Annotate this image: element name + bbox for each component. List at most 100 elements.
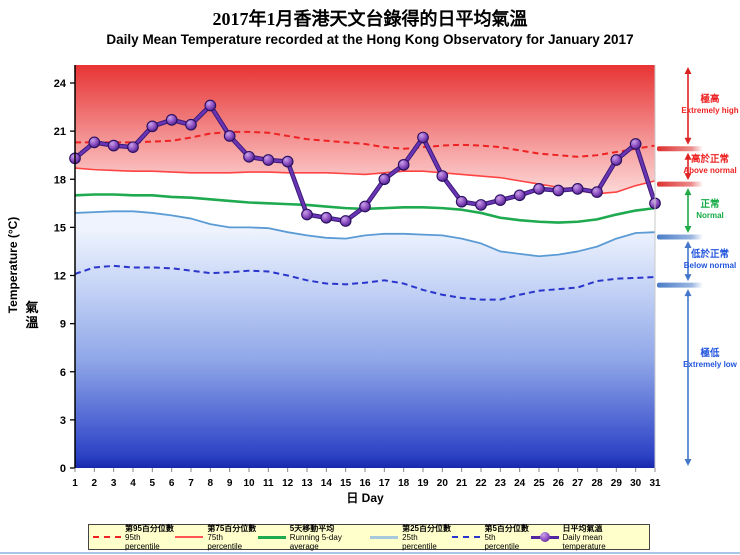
daily-mean-marker <box>591 186 603 198</box>
x-tick-label: 9 <box>227 478 233 489</box>
legend-label-chinese: 第95百分位數 <box>125 523 174 533</box>
daily-mean-marker <box>107 139 120 152</box>
zone-divider-bar <box>657 282 703 288</box>
zone-divider-bar <box>657 181 703 187</box>
y-tick-label: 0 <box>60 463 66 475</box>
legend-label-chinese: 第25百分位數 <box>402 523 451 533</box>
x-tick-label: 19 <box>417 478 429 489</box>
legend-label-english: Running 5-day average <box>289 532 342 551</box>
series-95th-percentile-line <box>75 130 656 158</box>
x-tick-label: 30 <box>630 478 642 489</box>
series-5th-percentile-line <box>74 264 656 301</box>
legend-sample-95th-percentile <box>93 531 121 543</box>
daily-mean-marker <box>494 194 507 206</box>
daily-mean-marker <box>397 158 410 171</box>
x-tick-label: 17 <box>379 478 391 489</box>
x-tick-label: 11 <box>263 478 274 489</box>
daily-mean-marker-sample <box>539 532 550 542</box>
legend-label-english: 5th percentile <box>484 532 520 551</box>
zone-label-chinese: 極高 <box>700 93 720 105</box>
daily-mean-marker <box>185 118 197 131</box>
legend-label-english: 75th percentile <box>207 532 243 551</box>
daily-mean-marker <box>436 170 449 182</box>
zone-range-arrow <box>684 241 692 282</box>
legend-label-chinese: 5天移動平均 <box>289 523 335 533</box>
x-tick-label: 8 <box>208 478 214 489</box>
x-tick-label: 22 <box>475 478 487 489</box>
zone-label-above-normal: 高於正常 Above normal <box>680 154 740 176</box>
zone-range-arrow <box>684 67 692 145</box>
daily-mean-marker <box>339 215 352 227</box>
zone-divider-bar <box>657 146 703 152</box>
page-title-english: Daily Mean Temperature recorded at the H… <box>106 32 634 47</box>
y-axis-label-english: Temperature (°C) <box>6 216 20 314</box>
zone-divider-bar <box>657 234 703 240</box>
legend-item-daily-mean-temperature: 日平均氣溫 Daily mean temperature <box>530 524 645 551</box>
legend-item-95th-percentile: 第95百分位數 95th percentile <box>93 524 175 551</box>
zone-label-english: Normal <box>696 210 724 220</box>
y-tick-label: 9 <box>60 319 66 331</box>
x-tick-label: 29 <box>611 478 623 489</box>
daily-mean-marker <box>610 154 623 166</box>
daily-mean-marker <box>88 136 101 149</box>
x-tick-label: 15 <box>340 478 352 489</box>
legend-sample-daily-mean-temperature <box>530 531 559 543</box>
zone-label-chinese: 正常 <box>700 198 720 210</box>
legend-sample-5th-percentile <box>452 531 481 543</box>
daily-mean-marker <box>146 120 159 133</box>
zone-range-arrow <box>684 289 692 466</box>
y-tick-label: 3 <box>60 415 66 427</box>
legend-label-english: 95th percentile <box>125 532 160 551</box>
cold-shading-band <box>75 211 655 469</box>
legend-label-english: 25th percentile <box>402 532 437 551</box>
y-tick-label: 18 <box>54 174 66 186</box>
daily-mean-marker <box>320 211 333 224</box>
x-tick-label: 26 <box>553 478 565 489</box>
x-tick-label: 24 <box>514 478 526 489</box>
legend-label-chinese: 第75百分位數 <box>207 523 257 533</box>
bottom-border <box>0 552 740 554</box>
x-tick-label: 16 <box>359 478 371 489</box>
daily-mean-marker <box>475 199 487 211</box>
x-tick-label: 2 <box>92 478 98 489</box>
zone-label-chinese: 低於正常 <box>690 249 729 261</box>
legend: 第95百分位數 95th percentile 第75百分位數 75th percen… <box>88 523 650 551</box>
legend-item-75th-percentile: 第75百分位數 75th percentile <box>175 524 257 551</box>
zone-label-english: Extremely low <box>683 359 737 369</box>
daily-mean-marker <box>417 131 429 144</box>
x-tick-label: 28 <box>591 478 603 489</box>
daily-mean-marker <box>629 138 642 150</box>
y-tick-label: 6 <box>60 367 66 379</box>
legend-label-chinese: 第5百分位數 <box>484 523 529 533</box>
x-tick-label: 10 <box>243 478 255 489</box>
y-tick-label: 21 <box>54 126 66 138</box>
x-tick-label: 27 <box>572 478 584 489</box>
x-tick-label: 7 <box>188 478 194 489</box>
zone-label-below-normal: 低於正常 Below normal <box>680 249 740 271</box>
x-tick-label: 25 <box>533 478 545 489</box>
legend-sample-25th-percentile <box>370 531 399 543</box>
zone-range-arrow <box>684 188 692 233</box>
daily-mean-marker <box>281 155 294 168</box>
legend-sample-running-5-day-average <box>257 531 286 543</box>
daily-mean-marker <box>223 130 236 142</box>
daily-mean-marker <box>533 183 545 195</box>
daily-mean-marker <box>571 183 584 195</box>
x-tick-label: 4 <box>130 478 136 489</box>
x-tick-label: 20 <box>437 478 449 489</box>
x-axis-label: 日 Day <box>346 491 384 505</box>
zone-label-english: Extremely high <box>681 105 739 115</box>
legend-label-english: Daily mean temperature <box>562 532 606 551</box>
zone-range-arrow <box>684 152 692 181</box>
legend-item-5th-percentile: 第5百分位數 5th percentile <box>452 524 530 551</box>
zone-label-extremely-high: 極高 Extremely high <box>680 94 740 116</box>
page-title-chinese: 2017年1月香港天文台錄得的日平均氣溫 <box>212 9 528 29</box>
daily-mean-marker <box>513 189 526 202</box>
daily-mean-marker <box>204 99 217 112</box>
zone-label-extremely-low: 極低 Extremely low <box>680 348 740 370</box>
legend-item-running-5-day-average: 5天移動平均 Running 5-day average <box>257 523 370 551</box>
legend-sample-75th-percentile <box>175 531 204 543</box>
x-tick-label: 5 <box>150 478 156 489</box>
daily-mean-marker <box>359 200 371 213</box>
legend-item-25th-percentile: 第25百分位數 25th percentile <box>370 524 452 551</box>
